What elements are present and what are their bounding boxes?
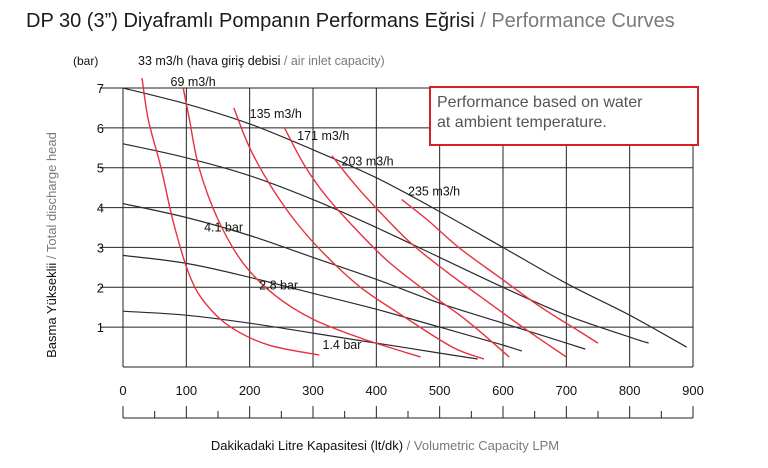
chart-title-sub: Performance Curves (491, 10, 675, 32)
x-axis-title-sub: Volumetric Capacity LPM (414, 438, 559, 453)
performance-note-line1: Performance based on water (437, 94, 643, 111)
air-curve-203-m3-h (331, 155, 567, 358)
y-tick-label: 3 (97, 240, 104, 255)
curve-label-171-m3-h: 171 m3/h (297, 129, 349, 143)
air-curve-69-m3-h (182, 87, 421, 358)
x-tick-label: 500 (429, 383, 451, 398)
curve-label-135-m3-h: 135 m3/h (250, 107, 302, 121)
air-capacity-label-main: 33 m3/h (hava giriş debisi (138, 54, 280, 68)
air-curve-33-m3-h (141, 77, 320, 356)
y-axis-title-main: Basma Yükseklii (44, 263, 59, 358)
pressure-curve-7-bar (122, 87, 687, 348)
air-capacity-curves (141, 77, 599, 360)
air-capacity-label-sub: air inlet capacity) (291, 54, 385, 68)
curve-label-235-m3-h: 235 m3/h (408, 185, 460, 199)
air-capacity-label: 33 m3/h (hava giriş debisi / air inlet c… (138, 54, 385, 68)
pressure-curve-1-4-bar (122, 310, 478, 360)
x-tick-label: 0 (119, 383, 126, 398)
performance-note-box (429, 86, 699, 146)
x-tick-label: 600 (492, 383, 514, 398)
x-axis-title-main: Dakikadaki Litre Kapasitesi (lt/dk) (211, 438, 403, 453)
x-tick-label: 700 (555, 383, 577, 398)
axis-ticks: 0 100 200 300 400 500 600 700 800 900 1 2 3 4 5 6 7 (97, 81, 704, 398)
pressure-curves (122, 87, 687, 360)
chart-title-main: DP 30 (3”) Diyaframlı Pompanın Performan… (26, 10, 475, 32)
curve-labels: 4.1 bar 2.8 bar 1.4 bar 69 m3/h 135 m3/h 171 … (171, 75, 461, 352)
x-tick-label: 100 (175, 383, 197, 398)
air-curve-171-m3-h (283, 127, 510, 358)
pressure-curve-4-1-bar (122, 203, 586, 350)
y-tick-label: 1 (97, 320, 104, 335)
performance-note-line2: at ambient temperature. (437, 114, 607, 131)
air-curve-235-m3-h (401, 199, 599, 344)
x-tick-label: 400 (365, 383, 387, 398)
x-axis-title-separator: / (403, 438, 414, 453)
y-tick-label: 6 (97, 121, 104, 136)
y-unit-label: (bar) (73, 54, 98, 68)
x-tick-label: 200 (239, 383, 261, 398)
x-tick-label: 900 (682, 383, 704, 398)
y-tick-label: 7 (97, 81, 104, 96)
y-axis-title-separator: / (44, 252, 59, 263)
curve-label-203-m3-h: 203 m3/h (342, 155, 394, 169)
curve-label-4-1-bar: 4.1 bar (204, 220, 243, 234)
pressure-curve-2-8-bar (122, 254, 523, 352)
curve-label-69-m3-h: 69 m3/h (171, 75, 216, 89)
chart-title-separator: / (474, 10, 492, 32)
x-tick-label: 800 (619, 383, 641, 398)
air-capacity-label-separator: / (280, 54, 290, 68)
y-axis-title-sub: Total discharge head (44, 132, 59, 252)
y-tick-label: 4 (97, 201, 104, 216)
x-axis-title: Dakikadaki Litre Kapasitesi (lt/dk) / Vo… (211, 438, 559, 453)
chart-title: DP 30 (3”) Diyaframlı Pompanın Performan… (26, 10, 675, 33)
curve-label-1-4-bar: 1.4 bar (323, 338, 362, 352)
x-tick-label: 300 (302, 383, 324, 398)
y-tick-label: 2 (97, 280, 104, 295)
y-axis-title: Basma Yükseklii / Total discharge head (44, 132, 59, 358)
air-curve-135-m3-h (233, 107, 485, 360)
y-tick-label: 5 (97, 161, 104, 176)
curve-label-2-8-bar: 2.8 bar (259, 278, 298, 292)
pressure-curve-5-6-bar (122, 143, 649, 344)
